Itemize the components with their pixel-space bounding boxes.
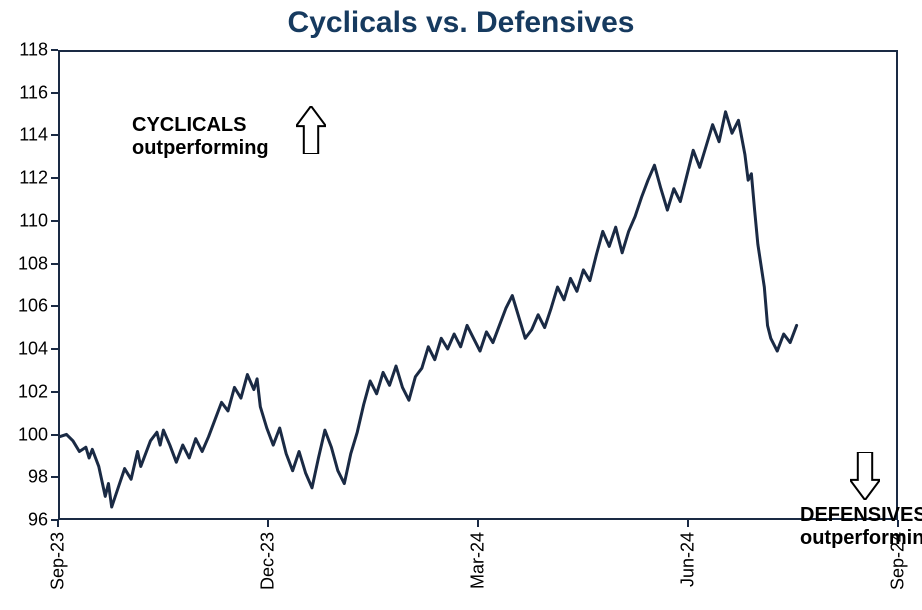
arrow-down-icon — [850, 452, 880, 500]
x-tick-label: Mar-24 — [468, 532, 489, 589]
chart-title: Cyclicals vs. Defensives — [0, 6, 922, 40]
y-tick-label: 108 — [0, 253, 48, 274]
y-tick-label: 100 — [0, 424, 48, 445]
chart-container: Cyclicals vs. Defensives CYCLICALS outpe… — [0, 0, 922, 610]
x-tick-mark — [897, 520, 899, 527]
annotation-cyclicals-line2: outperforming — [132, 137, 269, 159]
x-tick-mark — [477, 520, 479, 527]
y-tick-mark — [51, 177, 58, 179]
y-tick-label: 110 — [0, 210, 48, 231]
y-tick-mark — [51, 92, 58, 94]
series-line — [60, 112, 797, 507]
arrow-down-shape — [850, 452, 880, 500]
y-tick-mark — [51, 134, 58, 136]
y-tick-label: 106 — [0, 296, 48, 317]
x-tick-label: Dec-23 — [258, 532, 279, 590]
annotation-cyclicals: CYCLICALS outperforming — [132, 114, 269, 160]
annotation-cyclicals-line1: CYCLICALS — [132, 114, 246, 136]
x-tick-label: Jun-24 — [678, 532, 699, 587]
x-tick-label: Sep-24 — [888, 532, 909, 590]
x-tick-label: Sep-23 — [48, 532, 69, 590]
y-tick-mark — [51, 49, 58, 51]
arrow-up-shape — [296, 106, 326, 154]
arrow-up-icon — [296, 106, 326, 154]
x-tick-mark — [687, 520, 689, 527]
plot-area: CYCLICALS outperforming DEFENSIVES outpe… — [58, 50, 898, 520]
y-tick-mark — [51, 391, 58, 393]
y-tick-label: 118 — [0, 40, 48, 61]
x-tick-mark — [267, 520, 269, 527]
y-tick-label: 102 — [0, 381, 48, 402]
y-tick-mark — [51, 348, 58, 350]
annotation-defensives-line1: DEFENSIVES — [800, 504, 922, 526]
y-tick-mark — [51, 220, 58, 222]
y-tick-mark — [51, 476, 58, 478]
y-tick-mark — [51, 305, 58, 307]
y-tick-label: 116 — [0, 82, 48, 103]
y-tick-label: 112 — [0, 168, 48, 189]
y-tick-mark — [51, 263, 58, 265]
x-tick-mark — [57, 520, 59, 527]
y-tick-mark — [51, 434, 58, 436]
y-tick-label: 114 — [0, 125, 48, 146]
y-tick-label: 96 — [0, 510, 48, 531]
y-tick-label: 98 — [0, 467, 48, 488]
y-tick-label: 104 — [0, 339, 48, 360]
